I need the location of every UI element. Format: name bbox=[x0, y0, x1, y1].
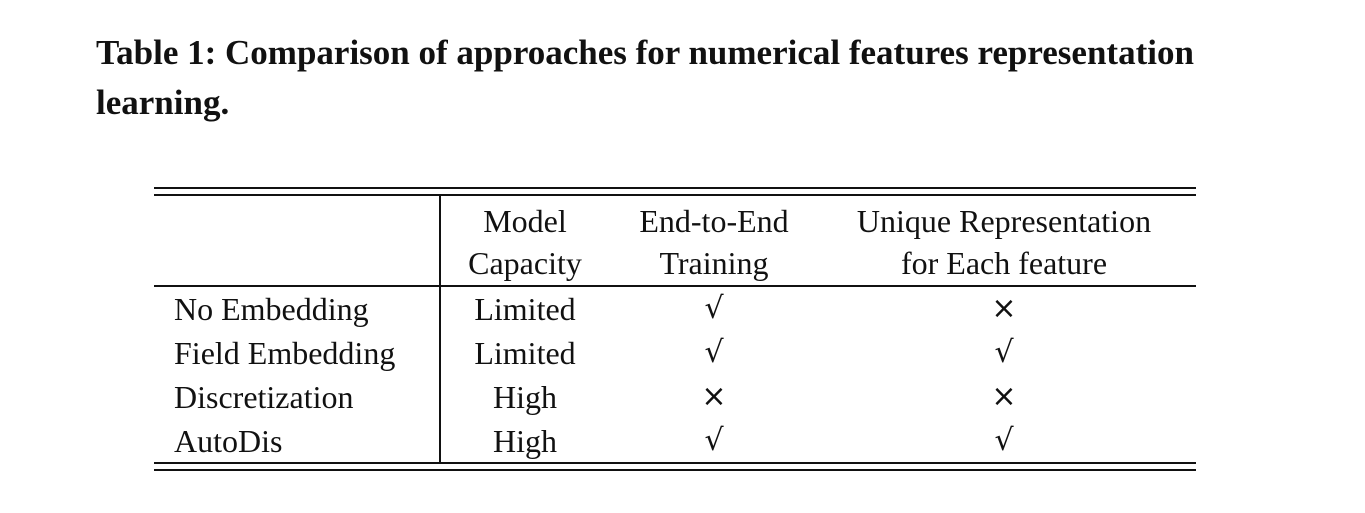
row-capacity: High bbox=[493, 379, 557, 415]
row-end-to-end: √ bbox=[704, 291, 724, 326]
row-unique: × bbox=[991, 379, 1017, 414]
top-rule bbox=[154, 187, 1196, 189]
caption-label: Table 1: bbox=[96, 33, 217, 72]
header-unique-repr-line1: Unique Representation bbox=[856, 203, 1152, 239]
row-capacity: Limited bbox=[474, 291, 576, 327]
row-unique: √ bbox=[994, 423, 1014, 458]
column-divider bbox=[439, 196, 441, 462]
bottom-rule bbox=[154, 469, 1196, 471]
row-capacity: High bbox=[493, 423, 557, 459]
header-rule bbox=[154, 285, 1196, 287]
top-rule-inner bbox=[154, 194, 1196, 196]
row-end-to-end: √ bbox=[704, 335, 724, 370]
header-unique-repr-line2: for Each feature bbox=[900, 245, 1108, 281]
row-unique: √ bbox=[994, 335, 1014, 370]
row-capacity: Limited bbox=[474, 335, 576, 371]
row-end-to-end: √ bbox=[704, 423, 724, 458]
table-caption: Table 1: Comparison of approaches for nu… bbox=[96, 28, 1276, 128]
header-model-capacity-line2: Capacity bbox=[468, 245, 582, 281]
row-method: AutoDis bbox=[174, 423, 283, 459]
row-method: Discretization bbox=[174, 379, 354, 415]
bottom-rule-inner bbox=[154, 462, 1196, 464]
header-end-to-end-line1: End-to-End bbox=[639, 203, 789, 239]
row-method: Field Embedding bbox=[174, 335, 396, 371]
header-end-to-end-line2: Training bbox=[659, 245, 769, 281]
row-unique: × bbox=[991, 291, 1017, 326]
header-model-capacity-line1: Model bbox=[483, 203, 567, 239]
row-end-to-end: × bbox=[701, 379, 727, 414]
caption-text: Comparison of approaches for numerical f… bbox=[96, 33, 1194, 122]
row-method: No Embedding bbox=[174, 291, 369, 327]
